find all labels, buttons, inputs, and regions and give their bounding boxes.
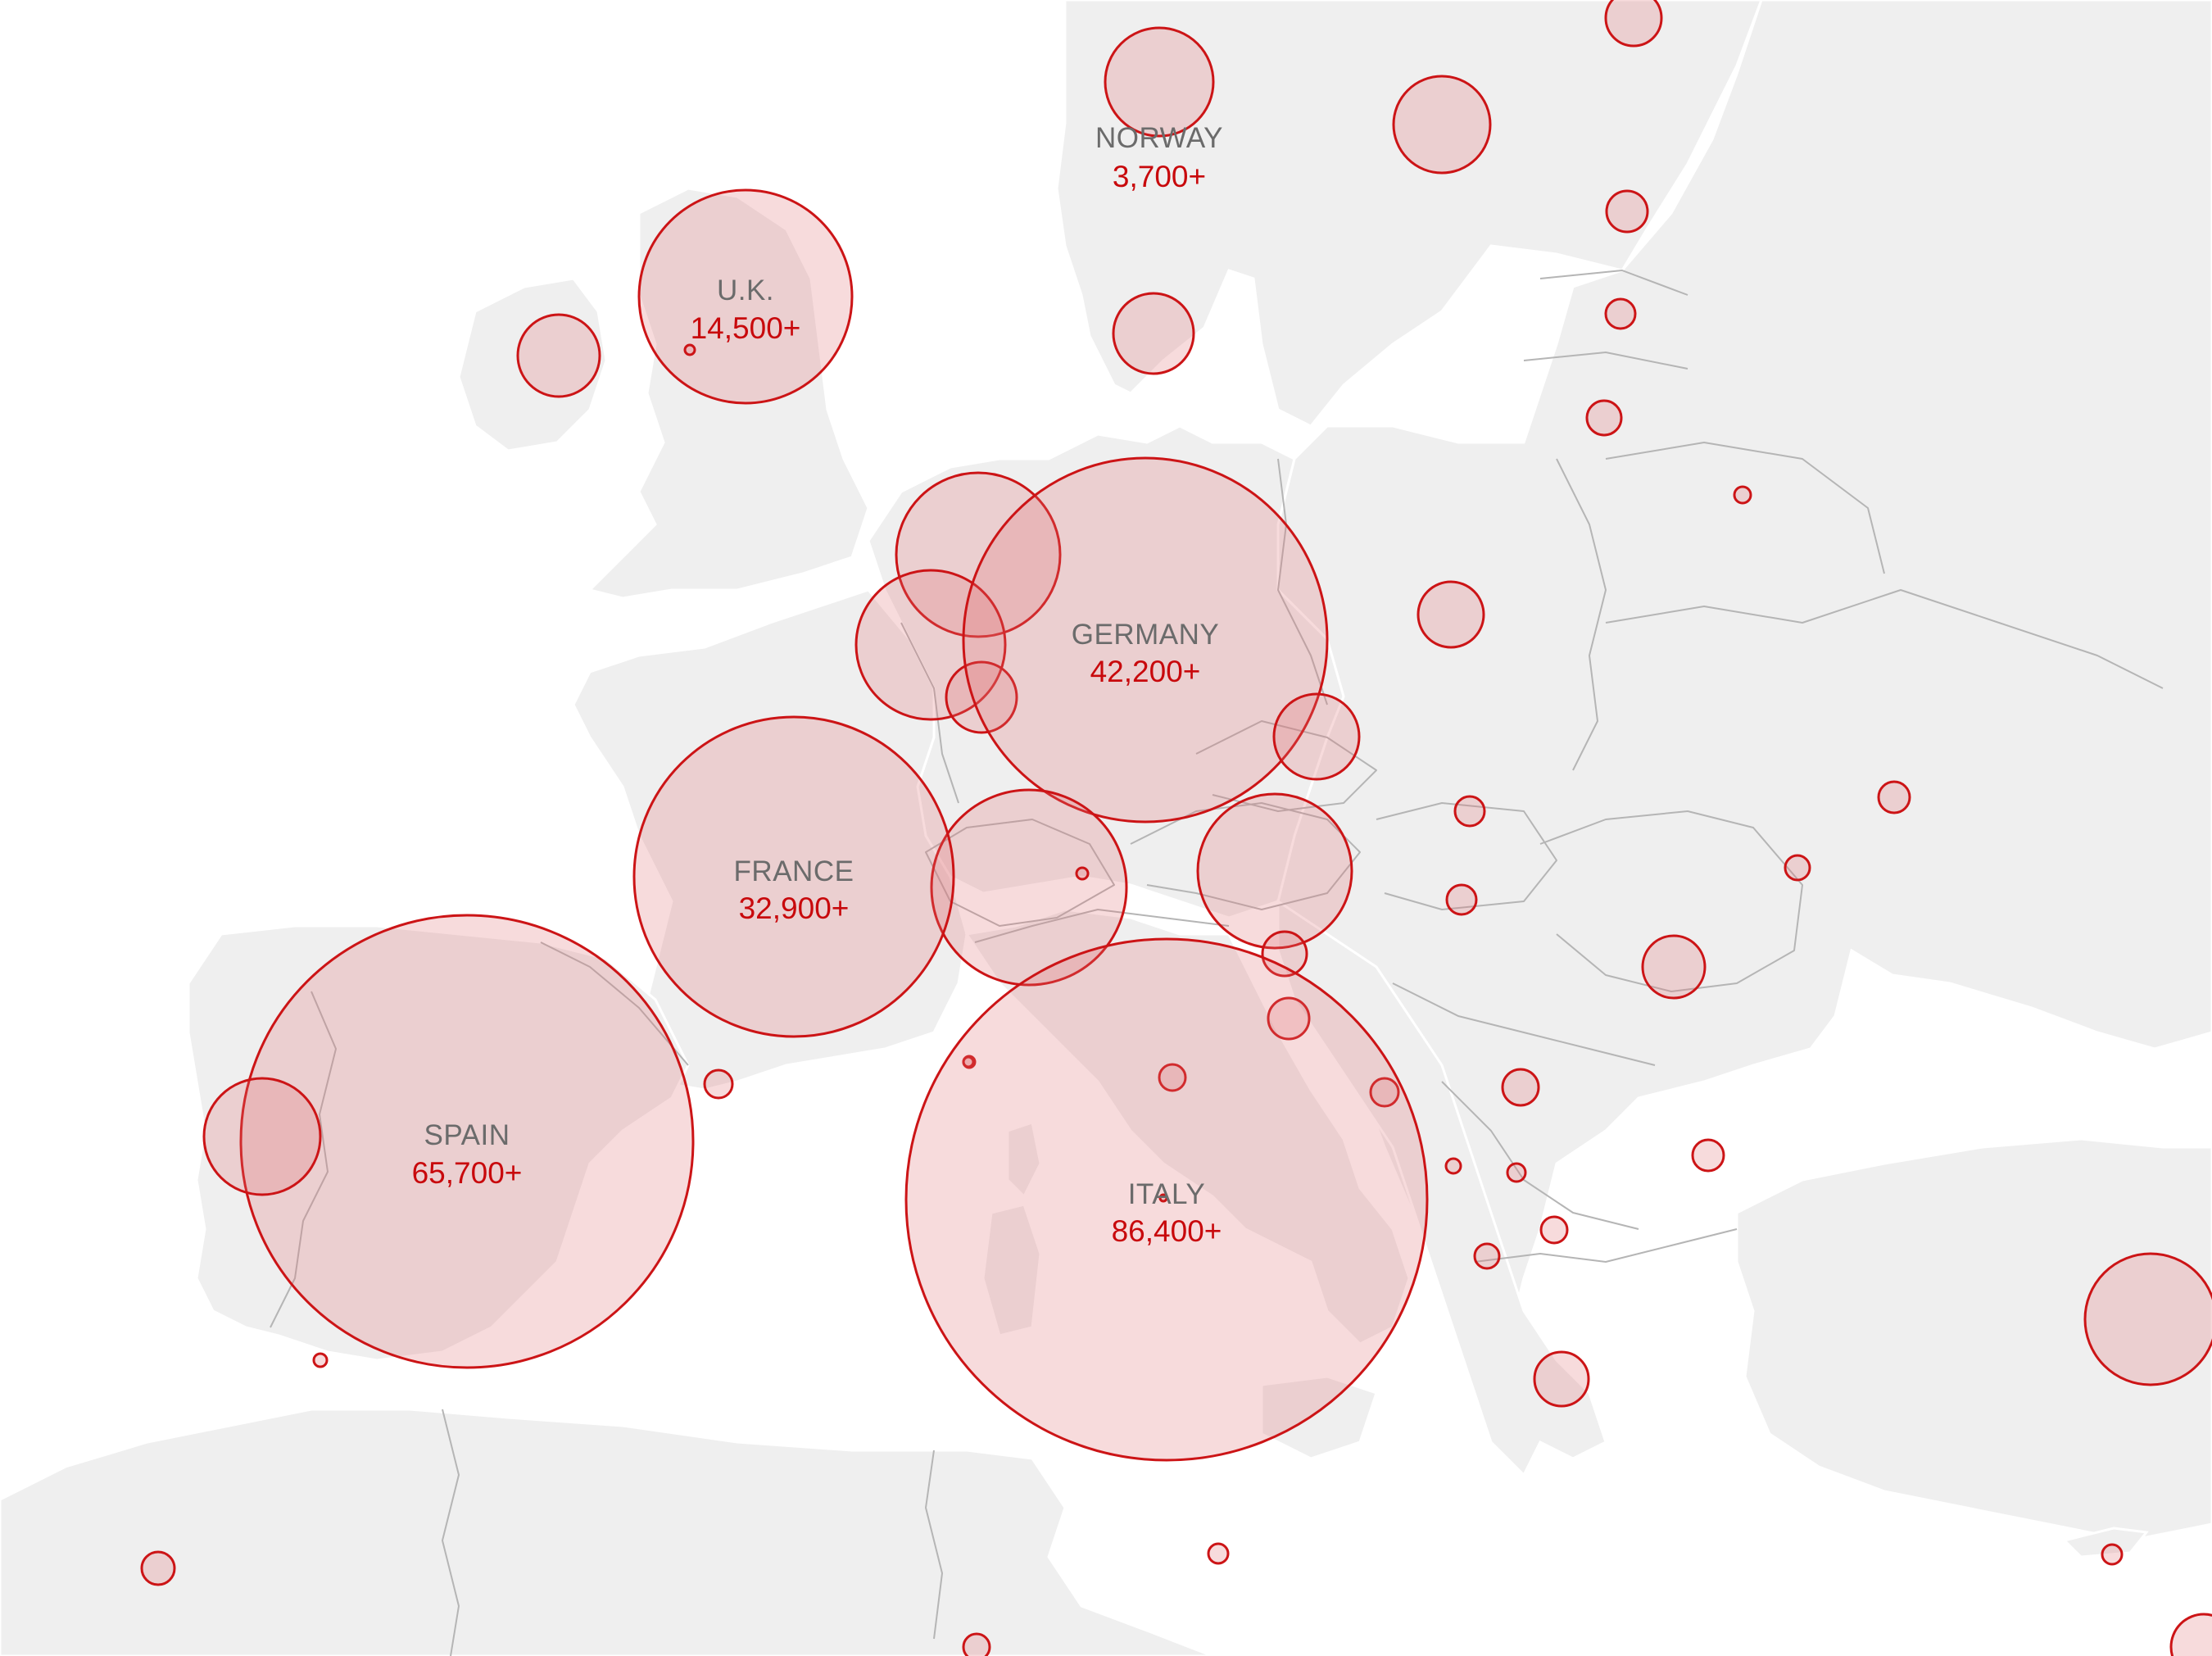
- liechtenstein-case-bubble: [1075, 866, 1090, 881]
- germany-poland-border: [1277, 458, 1328, 706]
- algeria-case-bubble: [140, 1550, 176, 1586]
- norway-case-bubble: [1104, 26, 1215, 138]
- uk-count-label: 14,500+: [690, 311, 801, 345]
- ukraine-case-bubble: [1877, 780, 1911, 814]
- czech-border: [1195, 720, 1377, 812]
- belarus-border: [1605, 442, 1885, 574]
- switzerland-border: [925, 819, 1115, 927]
- estonia-case-bubble: [1605, 189, 1649, 234]
- border-layer: [270, 270, 2164, 1656]
- scandinavia-landmass: [1055, 0, 1763, 428]
- sweden-case-bubble: [1392, 75, 1492, 175]
- corsica-island: [1006, 1121, 1042, 1199]
- norway-name-label: NORWAY: [1095, 122, 1223, 154]
- tunisia-case-bubble: [962, 1632, 991, 1656]
- portugal-case-bubble: [202, 1077, 322, 1196]
- turkey-case-bubble: [2083, 1252, 2212, 1386]
- italy-north-border: [974, 909, 1230, 943]
- netherlands-case-bubble: [895, 471, 1062, 638]
- ireland-case-bubble: [516, 313, 601, 398]
- vatican-case-bubble: [962, 1055, 975, 1068]
- iberia-landmass: [187, 924, 690, 1362]
- france-count-label: 32,900+: [738, 892, 850, 925]
- luxembourg-case-bubble: [945, 660, 1018, 734]
- eastern-europe-landmass: [1276, 0, 2212, 1380]
- gibraltar-case-bubble: [312, 1352, 329, 1368]
- france-spain-border: [540, 941, 689, 1066]
- romania-case-bubble: [1641, 934, 1707, 1000]
- lithuania-case-bubble: [1585, 399, 1623, 437]
- slovenia-case-bubble: [1261, 930, 1308, 978]
- spain-portugal-border: [270, 991, 337, 1328]
- slovakia-case-bubble: [1453, 795, 1486, 828]
- germany-count-label: 42,200+: [1090, 655, 1201, 688]
- baltic-border-1: [1523, 352, 1688, 370]
- norway-count-label: 3,700+: [1112, 160, 1207, 193]
- hungary-border: [1376, 802, 1557, 910]
- spain-name-label: SPAIN: [424, 1119, 510, 1151]
- austria-case-bubble: [1196, 792, 1353, 950]
- andorra-case-bubble: [703, 1068, 734, 1100]
- albania-case-bubble: [1473, 1242, 1501, 1270]
- san-marino-case-bubble: [1158, 1063, 1187, 1092]
- moldova-case-bubble: [1784, 854, 1811, 882]
- balkans-border-1: [1392, 982, 1656, 1066]
- uk-name-label: U.K.: [716, 274, 775, 306]
- germany-case-bubble: [962, 456, 1329, 823]
- montenegro-case-bubble: [1444, 1157, 1462, 1175]
- malta-case-bubble: [1207, 1542, 1230, 1565]
- greece-case-bubble: [1533, 1350, 1590, 1408]
- croatia-case-bubble: [1267, 996, 1311, 1041]
- france-case-bubble: [632, 715, 955, 1038]
- switzerland-case-bubble: [930, 788, 1128, 987]
- kosovo-case-bubble: [1506, 1162, 1527, 1183]
- denmark-case-bubble: [1112, 292, 1195, 375]
- north-africa-border-1: [442, 1409, 460, 1656]
- austria-border: [1130, 802, 1361, 910]
- north-africa-landmass: [0, 1408, 1213, 1656]
- serbia-case-bubble: [1501, 1068, 1540, 1107]
- sweden-north-case-bubble: [1604, 0, 1663, 48]
- bubble-layer: [140, 0, 2212, 1656]
- france-name-label: FRANCE: [733, 855, 854, 887]
- ireland-island: [457, 277, 608, 452]
- balkans-border-2: [1441, 1081, 1639, 1230]
- germany-name-label: GERMANY: [1071, 619, 1220, 651]
- spain-case-bubble: [239, 914, 695, 1369]
- latvia-case-bubble: [1604, 297, 1637, 330]
- uk-case-bubble: [637, 188, 854, 405]
- bosnia-case-bubble: [1369, 1077, 1400, 1108]
- bulgaria-case-bubble: [1691, 1138, 1725, 1173]
- israel-edge-case-bubble: [2169, 1613, 2212, 1656]
- great-britain-island: [587, 187, 870, 600]
- cyprus-case-bubble: [2101, 1543, 2124, 1566]
- north-macedonia-case-bubble: [1539, 1215, 1569, 1245]
- france-landmass: [572, 588, 968, 1091]
- france-germany-border: [900, 622, 959, 804]
- poland-east-border: [1556, 458, 1607, 771]
- italy-inner-dot-case-bubble: [1158, 1193, 1168, 1203]
- poland-case-bubble: [1416, 580, 1485, 649]
- north-africa-border-2: [925, 1450, 943, 1640]
- belarus-case-bubble: [1733, 485, 1752, 505]
- sicily-island: [1260, 1375, 1378, 1460]
- baltic-border-2: [1539, 270, 1688, 296]
- cyprus-island: [2062, 1527, 2149, 1558]
- turkey-landmass: [1735, 1137, 2212, 1542]
- ukraine-border: [1605, 589, 2164, 689]
- greece-border: [1474, 1228, 1738, 1263]
- romania-border: [1539, 810, 1803, 992]
- uk-inner-dot-case-bubble: [683, 343, 696, 356]
- italy-count-label: 86,400+: [1111, 1214, 1222, 1248]
- italy-name-label: ITALY: [1127, 1178, 1206, 1210]
- spain-count-label: 65,700+: [411, 1156, 523, 1190]
- hungary-case-bubble: [1445, 883, 1478, 916]
- sardinia-island: [981, 1203, 1042, 1337]
- czech-republic-case-bubble: [1272, 692, 1361, 781]
